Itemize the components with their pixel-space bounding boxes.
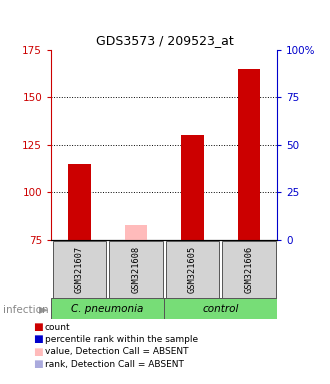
Text: GSM321607: GSM321607: [75, 245, 84, 293]
Bar: [181, 136, 204, 240]
FancyBboxPatch shape: [164, 298, 277, 319]
Text: ■: ■: [33, 322, 43, 332]
Text: GSM321605: GSM321605: [188, 245, 197, 293]
Text: infection: infection: [3, 305, 49, 315]
Text: GSM321608: GSM321608: [131, 245, 141, 293]
Text: GDS3573 / 209523_at: GDS3573 / 209523_at: [96, 34, 234, 47]
FancyBboxPatch shape: [109, 241, 163, 298]
Text: ■: ■: [33, 347, 43, 357]
FancyBboxPatch shape: [52, 241, 106, 298]
Text: percentile rank within the sample: percentile rank within the sample: [45, 335, 198, 344]
Text: count: count: [45, 323, 70, 332]
FancyBboxPatch shape: [166, 241, 219, 298]
Bar: [125, 225, 147, 240]
Text: ■: ■: [33, 359, 43, 369]
Text: GSM321606: GSM321606: [245, 245, 253, 293]
Bar: [238, 69, 260, 240]
Text: C. pneumonia: C. pneumonia: [72, 303, 144, 314]
FancyBboxPatch shape: [51, 298, 164, 319]
Text: ■: ■: [33, 334, 43, 344]
FancyBboxPatch shape: [222, 241, 276, 298]
Bar: [68, 164, 91, 240]
Polygon shape: [39, 306, 48, 314]
Text: control: control: [203, 303, 239, 314]
Text: value, Detection Call = ABSENT: value, Detection Call = ABSENT: [45, 347, 188, 356]
Text: rank, Detection Call = ABSENT: rank, Detection Call = ABSENT: [45, 359, 183, 369]
